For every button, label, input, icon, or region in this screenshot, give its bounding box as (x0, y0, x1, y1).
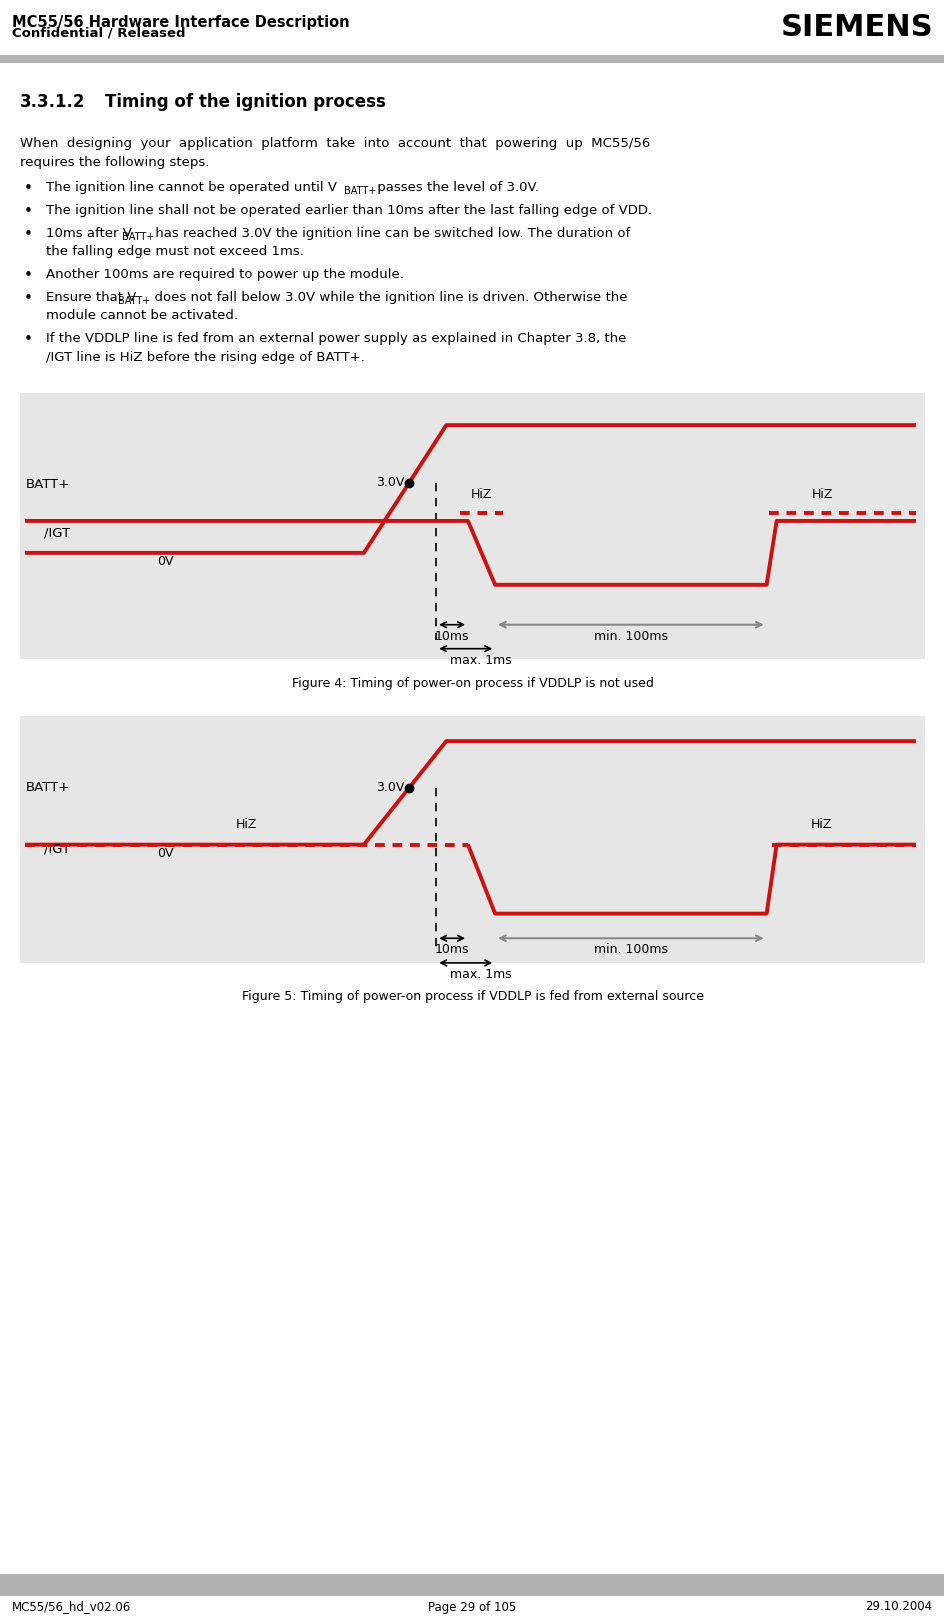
Text: MC55/56_hd_v02.06: MC55/56_hd_v02.06 (12, 1600, 131, 1613)
Text: The ignition line cannot be operated until V: The ignition line cannot be operated unt… (46, 181, 337, 194)
Text: •: • (24, 204, 33, 218)
Bar (20, 393, 924, 659)
Text: When  designing  your  application  platform  take  into  account  that  powerin: When designing your application platform… (20, 138, 649, 150)
Text: •: • (24, 227, 33, 241)
Text: 10ms: 10ms (434, 629, 469, 642)
Text: BATT+: BATT+ (25, 477, 70, 490)
Text: Figure 5: Timing of power-on process if VDDLP is fed from external source: Figure 5: Timing of power-on process if … (242, 990, 702, 1003)
Text: MC55/56 Hardware Interface Description: MC55/56 Hardware Interface Description (12, 16, 349, 31)
Text: HiZ: HiZ (810, 817, 831, 830)
Text: BATT+: BATT+ (122, 231, 154, 241)
Text: Another 100ms are required to power up the module.: Another 100ms are required to power up t… (46, 269, 403, 282)
Text: Figure 4: Timing of power-on process if VDDLP is not used: Figure 4: Timing of power-on process if … (292, 676, 652, 689)
Text: •: • (24, 291, 33, 306)
Text: HiZ: HiZ (470, 489, 492, 502)
Text: /IGT: /IGT (43, 841, 70, 854)
Text: SIEMENS: SIEMENS (780, 13, 933, 42)
Text: HiZ: HiZ (811, 489, 832, 502)
Text: 10ms after V: 10ms after V (46, 227, 132, 239)
Text: •: • (24, 332, 33, 348)
Text: BATT+: BATT+ (118, 296, 150, 306)
Text: 0V: 0V (157, 846, 173, 859)
Text: The ignition line shall not be operated earlier than 10ms after the last falling: The ignition line shall not be operated … (46, 204, 651, 217)
Text: 10ms: 10ms (434, 943, 469, 956)
Text: 3.0V: 3.0V (376, 476, 404, 489)
Text: min. 100ms: min. 100ms (593, 629, 667, 642)
Text: •: • (24, 269, 33, 283)
Text: /IGT: /IGT (43, 526, 70, 539)
Text: /IGT line is HiZ before the rising edge of BATT+.: /IGT line is HiZ before the rising edge … (46, 351, 364, 364)
Text: 3.3.1.2: 3.3.1.2 (20, 92, 85, 110)
Text: the falling edge must not exceed 1ms.: the falling edge must not exceed 1ms. (46, 246, 304, 259)
Text: BATT+: BATT+ (344, 186, 376, 196)
Text: module cannot be activated.: module cannot be activated. (46, 309, 238, 322)
Text: max. 1ms: max. 1ms (449, 654, 511, 667)
Text: does not fall below 3.0V while the ignition line is driven. Otherwise the: does not fall below 3.0V while the ignit… (145, 291, 627, 304)
Bar (20, 717, 924, 963)
Text: Ensure that V: Ensure that V (46, 291, 136, 304)
Text: has reached 3.0V the ignition line can be switched low. The duration of: has reached 3.0V the ignition line can b… (151, 227, 630, 239)
Text: Page 29 of 105: Page 29 of 105 (428, 1600, 516, 1613)
Text: Timing of the ignition process: Timing of the ignition process (105, 92, 385, 110)
Text: BATT+: BATT+ (25, 781, 70, 794)
Text: min. 100ms: min. 100ms (593, 943, 667, 956)
Text: passes the level of 3.0V.: passes the level of 3.0V. (373, 181, 538, 194)
Text: If the VDDLP line is fed from an external power supply as explained in Chapter 3: If the VDDLP line is fed from an externa… (46, 332, 626, 345)
Text: Confidential / Released: Confidential / Released (12, 26, 186, 39)
Text: max. 1ms: max. 1ms (449, 968, 511, 981)
Text: 3.0V: 3.0V (376, 781, 404, 794)
Text: 29.10.2004: 29.10.2004 (865, 1600, 932, 1613)
Text: requires the following steps.: requires the following steps. (20, 155, 210, 168)
Text: 0V: 0V (157, 555, 173, 568)
Text: HiZ: HiZ (236, 817, 257, 830)
Text: •: • (24, 181, 33, 196)
